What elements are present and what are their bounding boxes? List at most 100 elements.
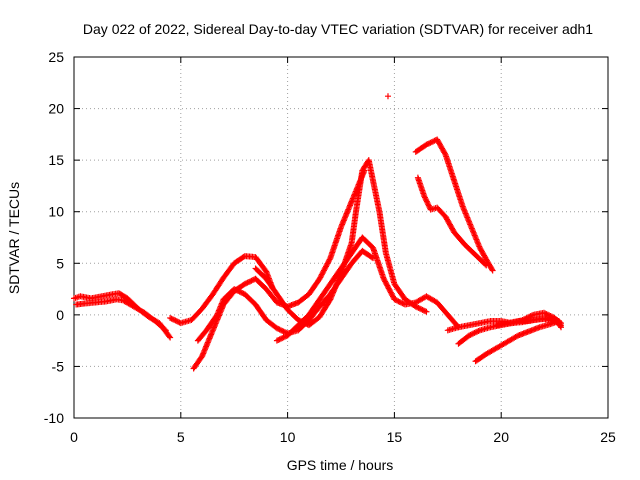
data-point	[162, 327, 169, 334]
data-point	[171, 316, 178, 323]
data-point	[295, 317, 302, 324]
data-point	[421, 194, 428, 201]
data-point	[392, 297, 399, 304]
data-point	[168, 315, 175, 322]
x-axis-label: GPS time / hours	[287, 457, 394, 473]
y-tick-label: 15	[48, 152, 64, 168]
data-point	[248, 277, 255, 284]
data-point	[399, 300, 406, 307]
data-point	[489, 267, 496, 274]
chart-title: Day 022 of 2022, Sidereal Day-to-day VTE…	[83, 21, 593, 37]
data-point	[239, 289, 246, 296]
series-arc-3	[167, 253, 276, 327]
y-tick-label: 5	[56, 255, 64, 271]
series-arc-9	[412, 136, 496, 274]
data-point	[540, 309, 547, 316]
data-point	[441, 150, 448, 157]
data-point	[232, 286, 239, 293]
data-point	[277, 327, 284, 334]
data-point	[430, 138, 437, 145]
data-point	[471, 329, 478, 336]
series-arc-7	[273, 234, 462, 344]
gridlines	[74, 57, 608, 418]
data-point	[425, 201, 432, 208]
data-point	[166, 333, 173, 340]
data-point	[423, 308, 430, 315]
data-point	[167, 314, 174, 321]
data-point	[423, 197, 430, 204]
data-point	[281, 333, 288, 340]
data-point	[391, 296, 398, 303]
data-point	[420, 307, 427, 314]
data-point	[161, 326, 168, 333]
data-point	[273, 337, 280, 344]
series-arc-6	[252, 157, 430, 329]
data-point	[470, 330, 477, 337]
data-point	[235, 288, 242, 295]
data-point	[279, 327, 286, 334]
y-axis-label: SDTVAR / TECUs	[6, 182, 22, 294]
data-point	[398, 299, 405, 306]
x-tick-label: 10	[280, 429, 296, 445]
data-point	[273, 325, 280, 332]
data-point	[557, 323, 564, 330]
data-point	[475, 327, 482, 334]
data-point	[172, 317, 179, 324]
y-tick-label: -10	[44, 410, 64, 426]
data-point	[280, 334, 287, 341]
data-point	[276, 336, 283, 343]
y-tick-label: 0	[56, 307, 64, 323]
series-arc-5	[194, 247, 377, 344]
data-point	[384, 93, 391, 100]
y-tick-label: 25	[48, 49, 64, 65]
data-point	[247, 278, 254, 285]
data-point	[280, 328, 287, 335]
data-point	[427, 139, 434, 146]
data-point	[428, 139, 435, 146]
data-point	[488, 266, 495, 273]
series-arc-2	[73, 296, 169, 334]
data-point	[468, 331, 475, 338]
data-point	[394, 297, 401, 304]
x-tick-label: 25	[600, 429, 616, 445]
data-point	[472, 329, 479, 336]
data-point	[167, 334, 174, 341]
data-point	[414, 304, 421, 311]
data-point	[425, 202, 432, 209]
data-point	[513, 333, 520, 340]
data-point	[483, 262, 490, 269]
data-point	[423, 198, 430, 205]
data-point	[467, 331, 474, 338]
x-tick-label: 5	[177, 429, 185, 445]
data-point	[423, 141, 430, 148]
series-arc-13	[472, 318, 562, 365]
data-point	[326, 297, 333, 304]
data-point	[418, 306, 425, 313]
x-tick-label: 20	[493, 429, 509, 445]
data-point	[243, 280, 250, 287]
data-point	[422, 308, 429, 315]
data-point	[275, 336, 282, 343]
data-point	[275, 325, 282, 332]
data-point	[276, 326, 283, 333]
data-point	[245, 278, 252, 285]
data-point	[277, 335, 284, 342]
x-tick-label: 0	[70, 429, 78, 445]
data-point	[396, 298, 403, 305]
series-arc-14	[493, 314, 565, 331]
data-point	[474, 328, 481, 335]
data-point	[395, 298, 402, 305]
axis-ticks: 0 5 10 15 20 25 -10 -5 0 5 10 15 20 25	[44, 49, 616, 445]
data-point	[173, 318, 180, 325]
data-point	[424, 199, 431, 206]
data-points	[71, 93, 565, 372]
data-point	[422, 195, 429, 202]
plot-frame	[73, 56, 609, 419]
data-point	[558, 324, 565, 331]
data-point	[424, 141, 431, 148]
data-point	[231, 286, 238, 293]
series-arc-8	[384, 93, 391, 100]
data-point	[236, 288, 243, 295]
data-point	[241, 280, 248, 287]
